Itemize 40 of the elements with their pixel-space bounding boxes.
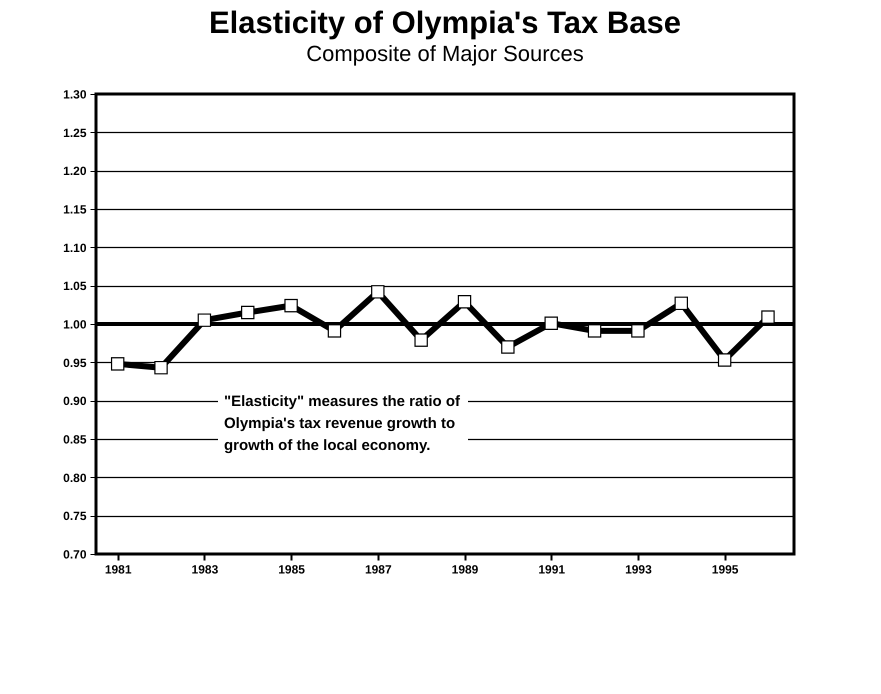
point	[241, 306, 254, 320]
chart-title: Elasticity of Olympia's Tax Base	[209, 5, 681, 40]
y-tick-label: 0.80	[63, 470, 87, 485]
y-tick-label: 1.30	[63, 88, 87, 102]
point	[110, 357, 124, 371]
y-tick-label: 1.05	[63, 279, 87, 294]
x-tick-label: 1995	[712, 562, 739, 576]
point	[154, 360, 168, 374]
x-tick-label: 1985	[278, 562, 306, 576]
y-tick-label: 1.10	[63, 240, 87, 255]
point	[674, 296, 688, 310]
y-tick-label: 1.20	[63, 164, 87, 178]
y-tick-label: 1.15	[63, 202, 87, 216]
x-tick-label: 1987	[364, 562, 392, 576]
y-tick-label: 0.70	[63, 548, 87, 562]
point	[458, 295, 472, 308]
point	[501, 340, 515, 354]
point	[328, 324, 342, 338]
point	[284, 298, 298, 312]
x-tick-label: 1989	[452, 562, 479, 576]
y-tick-label: 0.75	[63, 509, 87, 524]
y-tick-label: 0.95	[63, 356, 87, 370]
point	[588, 324, 602, 338]
point	[761, 310, 775, 324]
point	[631, 324, 645, 338]
x-tick-label: 1993	[625, 562, 652, 576]
y-tick-label: 0.90	[63, 394, 87, 408]
point	[371, 285, 385, 299]
point	[198, 313, 212, 327]
x-tick-label: 1981	[104, 562, 132, 576]
point	[414, 333, 428, 347]
point	[544, 316, 558, 330]
annotation: "Elasticity" measures the ratio of Olympia's tax revenue growth to growth of the local economy.	[224, 393, 461, 454]
y-tick-label: 1.00	[63, 318, 87, 332]
chart-subtitle: Composite of Major Sources	[306, 41, 584, 66]
y-tick-label: 1.25	[63, 126, 87, 140]
x-tick-label: 1983	[192, 562, 219, 576]
y-tick-label: 0.85	[63, 432, 87, 446]
point	[718, 353, 732, 367]
x-tick-label: 1991	[538, 562, 566, 576]
